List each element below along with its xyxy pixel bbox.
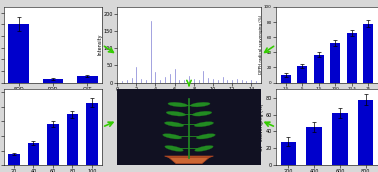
Bar (28, 143, 39, 165)
FancyBboxPatch shape (113, 87, 265, 167)
Bar (280, 75, 291, 83)
Bar (43, 79, 63, 83)
Ellipse shape (195, 146, 213, 151)
Polygon shape (164, 156, 214, 158)
Ellipse shape (196, 134, 215, 139)
Bar (363, 24, 373, 83)
Ellipse shape (192, 111, 212, 116)
Polygon shape (169, 158, 209, 164)
Bar (77, 76, 98, 83)
Bar (358, 100, 373, 165)
Bar (330, 43, 340, 83)
Ellipse shape (165, 146, 183, 151)
Bar (8, 154, 20, 165)
Ellipse shape (164, 122, 184, 127)
Bar (332, 113, 348, 165)
Bar (314, 55, 324, 83)
Bar (47, 124, 59, 165)
X-axis label: Retention time (min): Retention time (min) (163, 93, 215, 98)
Ellipse shape (168, 102, 187, 107)
Bar (8, 24, 29, 83)
Y-axis label: O₂⁻ scavenging (%): O₂⁻ scavenging (%) (259, 104, 264, 151)
Bar (297, 66, 307, 83)
Ellipse shape (166, 111, 186, 116)
Bar (67, 114, 78, 165)
Ellipse shape (163, 134, 182, 139)
Bar (86, 103, 98, 165)
Bar (306, 127, 322, 165)
Y-axis label: Intensity: Intensity (97, 34, 102, 55)
Bar (347, 33, 357, 83)
X-axis label: μg Crude methanolic extract: μg Crude methanolic extract (297, 92, 356, 96)
Y-axis label: DPPH radical scavenging (%): DPPH radical scavenging (%) (259, 15, 263, 74)
Ellipse shape (191, 102, 210, 107)
Ellipse shape (194, 122, 214, 127)
Bar (280, 142, 296, 165)
